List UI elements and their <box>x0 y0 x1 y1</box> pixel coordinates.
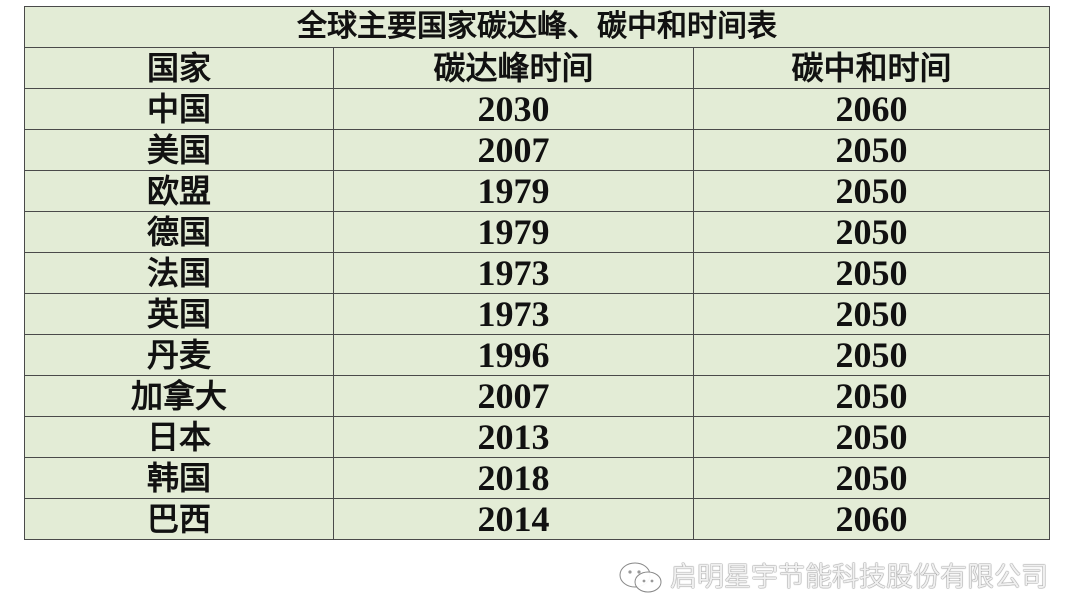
wechat-icon <box>619 562 662 593</box>
country-cell: 加拿大 <box>24 375 334 417</box>
neutral-year-cell: 2050 <box>692 170 1051 212</box>
neutral-year-cell: 2050 <box>692 334 1051 376</box>
header-country: 国家 <box>24 47 334 89</box>
peak-year-cell: 2007 <box>333 129 694 171</box>
neutral-year-cell: 2060 <box>692 498 1051 540</box>
country-cell: 英国 <box>24 293 334 335</box>
peak-year-cell: 1973 <box>333 293 694 335</box>
peak-year-cell: 2007 <box>333 375 694 417</box>
title-row: 全球主要国家碳达峰、碳中和时间表 <box>23 6 1051 48</box>
peak-year-cell: 2014 <box>333 498 694 540</box>
neutral-year-cell: 2050 <box>692 293 1051 335</box>
country-cell: 美国 <box>24 129 334 171</box>
table-row: 法国 1973 2050 <box>24 252 1051 294</box>
country-cell: 德国 <box>24 211 334 253</box>
peak-year-cell: 1996 <box>333 334 694 376</box>
neutral-year-cell: 2060 <box>692 88 1051 130</box>
country-cell: 法国 <box>24 252 334 294</box>
neutral-year-cell: 2050 <box>692 211 1051 253</box>
table-row: 加拿大 2007 2050 <box>24 375 1051 417</box>
peak-year-cell: 2013 <box>333 416 694 458</box>
carbon-timeline-table: 全球主要国家碳达峰、碳中和时间表 国家 碳达峰时间 碳中和时间 中国 2030 20… <box>23 6 1051 540</box>
table-row: 美国 2007 2050 <box>24 129 1051 171</box>
table-row: 丹麦 1996 2050 <box>24 334 1051 376</box>
neutral-year-cell: 2050 <box>692 252 1051 294</box>
table-row: 中国 2030 2060 <box>24 88 1051 130</box>
peak-year-cell: 1973 <box>333 252 694 294</box>
header-peak: 碳达峰时间 <box>333 47 694 89</box>
table-row: 德国 1979 2050 <box>24 211 1051 253</box>
country-cell: 丹麦 <box>24 334 334 376</box>
watermark: 启明星宇节能科技股份有限公司 <box>618 560 1048 596</box>
neutral-year-cell: 2050 <box>692 129 1051 171</box>
neutral-year-cell: 2050 <box>692 416 1051 458</box>
table-row: 巴西 2014 2060 <box>24 498 1051 540</box>
country-cell: 日本 <box>24 416 334 458</box>
table-title: 全球主要国家碳达峰、碳中和时间表 <box>23 6 1051 48</box>
peak-year-cell: 2030 <box>333 88 694 130</box>
table-row: 欧盟 1979 2050 <box>24 170 1051 212</box>
table-row: 韩国 2018 2050 <box>24 457 1051 499</box>
country-cell: 中国 <box>24 88 334 130</box>
neutral-year-cell: 2050 <box>692 375 1051 417</box>
peak-year-cell: 1979 <box>333 211 694 253</box>
peak-year-cell: 2018 <box>333 457 694 499</box>
table-row: 英国 1973 2050 <box>24 293 1051 335</box>
neutral-year-cell: 2050 <box>692 457 1051 499</box>
country-cell: 巴西 <box>24 498 334 540</box>
header-row: 国家 碳达峰时间 碳中和时间 <box>24 47 1051 89</box>
watermark-text: 启明星宇节能科技股份有限公司 <box>670 562 1048 593</box>
table-row: 日本 2013 2050 <box>24 416 1051 458</box>
peak-year-cell: 1979 <box>333 170 694 212</box>
header-neutral: 碳中和时间 <box>692 47 1051 89</box>
country-cell: 韩国 <box>24 457 334 499</box>
country-cell: 欧盟 <box>24 170 334 212</box>
